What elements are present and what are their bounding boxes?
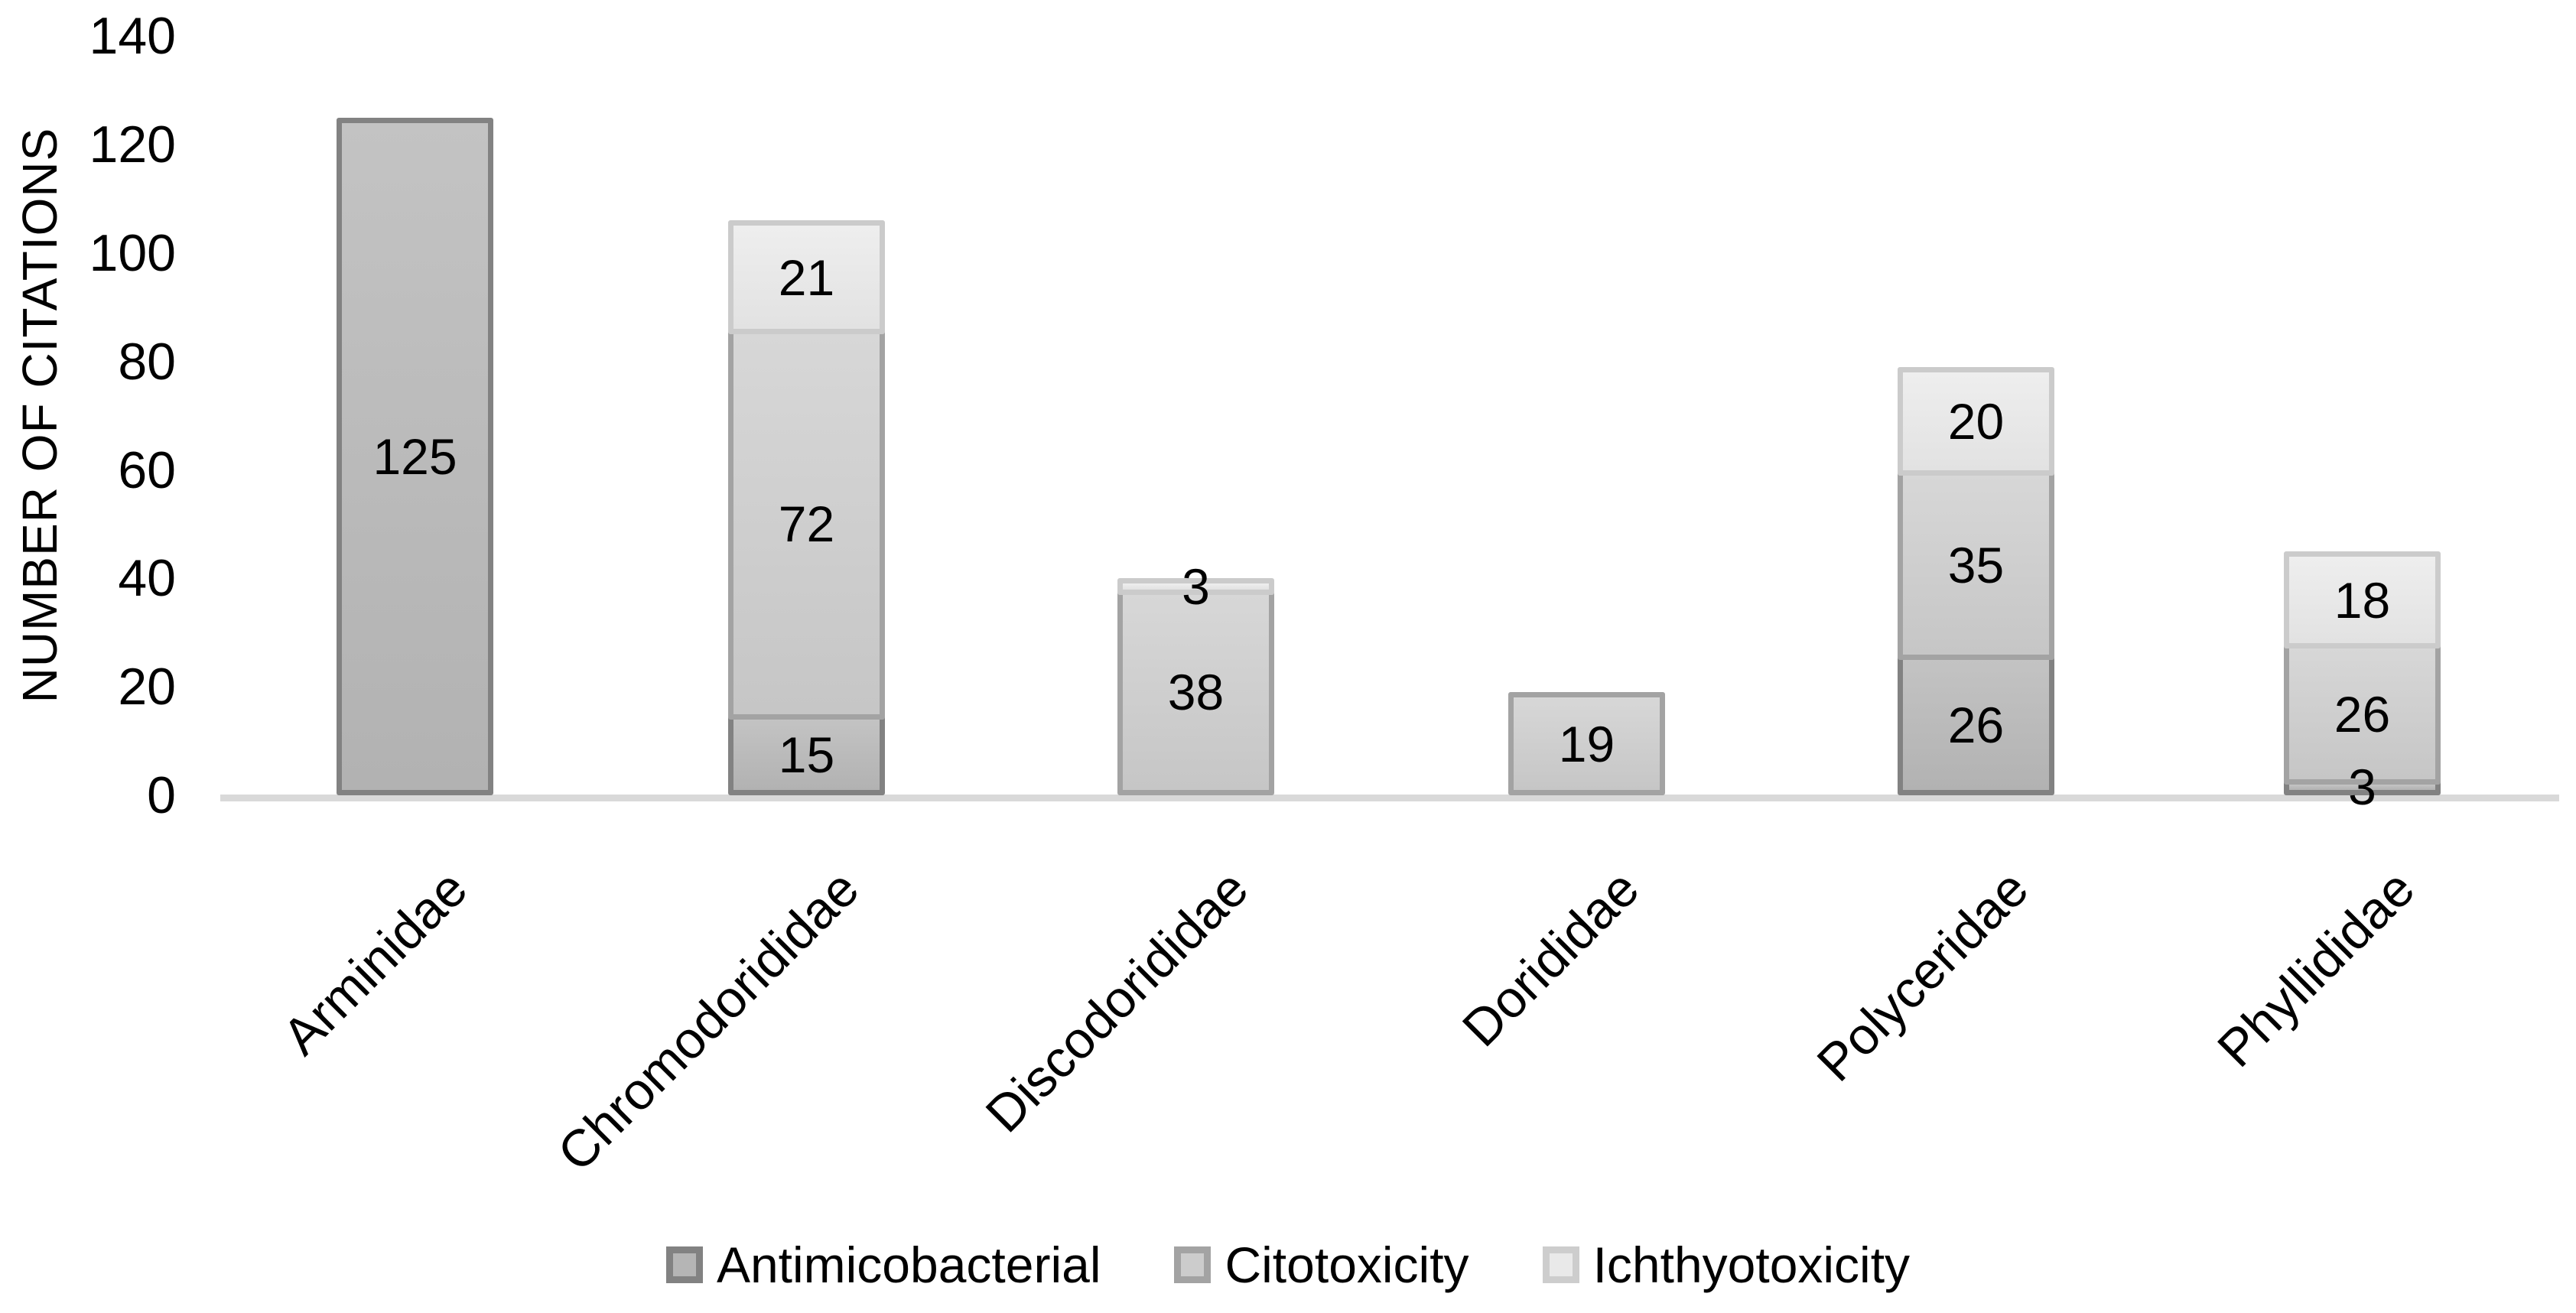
- bar-segment-citotoxicity-chromodorididae: 72: [728, 329, 885, 720]
- bar-segment-ichthyotoxicity-phyllididae: 18: [2284, 551, 2441, 649]
- bar-value-label: 125: [372, 427, 457, 485]
- bar-segment-ichthyotoxicity-polyceridae: 20: [1898, 366, 2054, 476]
- y-axis-title: NUMBER OF CITATIONS: [12, 127, 67, 704]
- bar-polyceridae: 26 35 20: [1898, 366, 2054, 795]
- bar-segment-ichthyotoxicity-discodorididae: 3: [1117, 561, 1274, 612]
- bar-value-label: 72: [778, 496, 835, 553]
- legend-item-citotoxicity: Citotoxicity: [1174, 1237, 1469, 1292]
- x-axis-label-polyceridae: Polyceridae: [1805, 859, 2039, 1093]
- bar-value-label: 3: [1182, 557, 1210, 615]
- bar-value-label: 20: [1947, 392, 2005, 450]
- legend-swatch-citotoxicity: [1174, 1246, 1212, 1283]
- legend-item-ichthyotoxicity: Ichthyotoxicity: [1542, 1237, 1911, 1293]
- bar-segment-citotoxicity-dorididae: 19: [1508, 692, 1665, 795]
- y-tick-label-100: 100: [89, 224, 176, 282]
- y-tick-label-0: 0: [147, 766, 176, 824]
- bar-dorididae: 19: [1508, 692, 1665, 795]
- x-axis-line: [220, 795, 2559, 801]
- y-tick-label-40: 40: [118, 549, 176, 608]
- legend-label: Ichthyotoxicity: [1592, 1237, 1911, 1293]
- bar-phyllididae: 3 26 18: [2284, 551, 2441, 812]
- bar-value-label: 15: [778, 726, 835, 783]
- bar-segment-citotoxicity-polyceridae: 35: [1898, 470, 2054, 660]
- bar-value-label: 38: [1167, 664, 1225, 721]
- bar-value-label: 18: [2334, 571, 2391, 629]
- x-axis-label-discodorididae: Discodorididae: [974, 859, 1259, 1144]
- legend-swatch-antimicobacterial: [665, 1246, 703, 1283]
- bar-segment-antimicobacterial-chromodorididae: 15: [728, 713, 885, 795]
- legend: Antimicobacterial Citotoxicity Ichthyotoxi…: [0, 1237, 2576, 1292]
- y-tick-label-20: 20: [118, 658, 176, 717]
- bar-value-label: 21: [778, 249, 835, 306]
- bar-arminidae: 125: [337, 117, 493, 795]
- bar-value-label: 19: [1558, 715, 1615, 772]
- legend-label: Antimicobacterial: [716, 1237, 1101, 1293]
- legend-label: Citotoxicity: [1225, 1237, 1469, 1293]
- bar-segment-citotoxicity-discodorididae: 38: [1117, 589, 1274, 795]
- bar-discodorididae: 38 3: [1117, 561, 1274, 795]
- bar-segment-antimicobacterial-polyceridae: 26: [1898, 654, 2054, 795]
- legend-item-antimicobacterial: Antimicobacterial: [665, 1237, 1101, 1293]
- bar-chromodorididae: 15 72 21: [728, 220, 885, 795]
- x-axis-label-phyllididae: Phyllididae: [2206, 859, 2425, 1078]
- x-axis-label-dorididae: Dorididae: [1451, 859, 1650, 1058]
- bar-value-label: 26: [1947, 696, 2005, 753]
- bar-segment-ichthyotoxicity-chromodorididae: 21: [728, 220, 885, 335]
- bar-value-label: 26: [2334, 685, 2391, 743]
- y-tick-label-140: 140: [89, 7, 176, 66]
- x-axis-label-chromodorididae: Chromodorididae: [546, 859, 870, 1183]
- bar-segment-antimicobacterial-arminidae: 125: [337, 117, 493, 795]
- x-axis-label-arminidae: Arminidae: [271, 859, 478, 1066]
- y-tick-label-80: 80: [118, 332, 176, 391]
- y-tick-label-60: 60: [118, 440, 176, 499]
- bar-value-label: 3: [2348, 759, 2376, 816]
- y-tick-label-120: 120: [89, 115, 176, 174]
- bar-value-label: 35: [1947, 536, 2005, 593]
- bar-segment-citotoxicity-phyllididae: 26: [2284, 643, 2441, 785]
- legend-swatch-ichthyotoxicity: [1542, 1246, 1579, 1283]
